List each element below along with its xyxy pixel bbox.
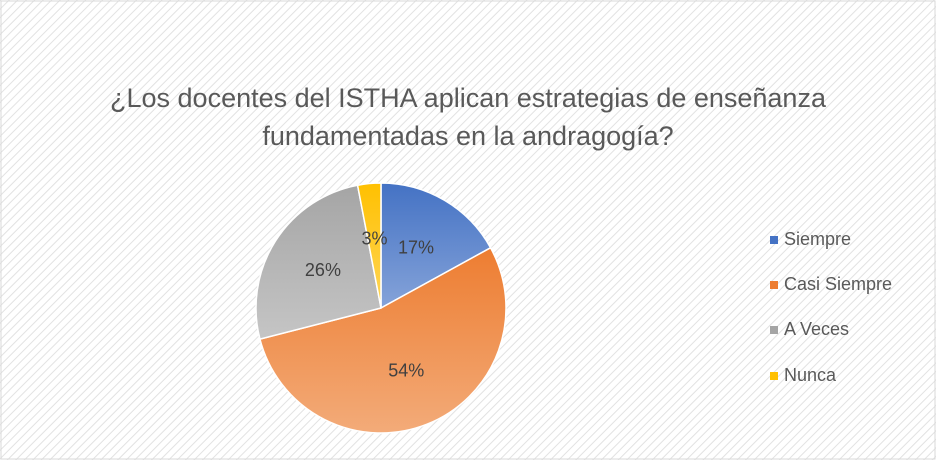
pie-slice	[356, 182, 382, 309]
chart-title: ¿Los docentes del ISTHA aplican estrateg…	[110, 83, 827, 113]
legend-marker	[770, 326, 778, 334]
legend-marker	[770, 372, 778, 380]
pie-slice	[255, 184, 382, 340]
pie-slice	[380, 182, 492, 310]
legend-marker	[770, 236, 778, 244]
data-label: 54%	[388, 361, 424, 381]
data-label: 17%	[398, 238, 434, 258]
data-label: 26%	[305, 260, 341, 280]
pie-slice	[259, 246, 507, 434]
legend-marker	[770, 281, 778, 289]
legend-label: Siempre	[784, 229, 851, 249]
legend-label: Casi Siempre	[784, 274, 892, 294]
chart-title: fundamentadas en la andragogía?	[262, 121, 673, 151]
legend-label: Nunca	[784, 365, 837, 385]
legend-label: A Veces	[784, 319, 849, 339]
data-label: 3%	[362, 228, 388, 248]
